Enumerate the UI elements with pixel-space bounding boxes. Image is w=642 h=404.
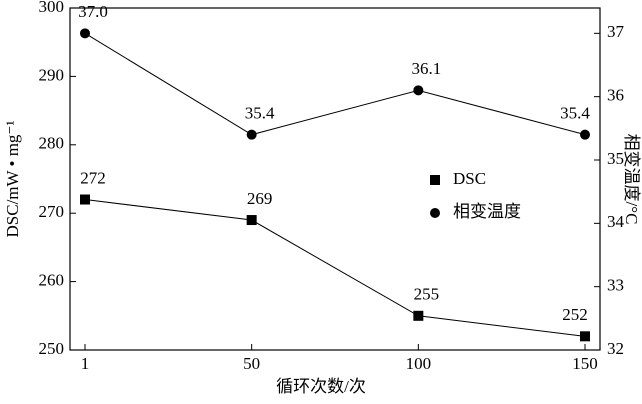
marker <box>580 331 590 342</box>
data-label: 36.1 <box>411 59 441 78</box>
y2-tick-label: 34 <box>607 212 625 231</box>
data-label: 35.4 <box>560 104 590 123</box>
y-tick-label: 290 <box>39 65 65 84</box>
marker <box>413 310 424 321</box>
marker <box>413 85 424 96</box>
data-label: 255 <box>414 285 440 304</box>
marker <box>246 129 257 140</box>
legend-label: DSC <box>453 169 486 188</box>
marker <box>580 129 590 140</box>
y2-tick-label: 32 <box>607 339 624 358</box>
series-line <box>84 32 586 136</box>
y-tick-label: 260 <box>39 271 65 290</box>
y-tick-label: 300 <box>39 0 65 16</box>
plot-frame <box>69 7 601 351</box>
data-label: 272 <box>80 168 106 187</box>
x-tick-label: 150 <box>572 354 598 373</box>
data-label: 252 <box>562 305 588 324</box>
x-axis-label: 循环次数/次 <box>276 377 366 396</box>
y2-tick-label: 35 <box>607 149 624 168</box>
marker <box>80 194 90 205</box>
series-line <box>84 199 586 337</box>
y-tick-label: 250 <box>39 339 65 358</box>
marker <box>246 215 257 226</box>
y2-tick-label: 36 <box>607 86 624 105</box>
y2-tick-label: 37 <box>607 22 625 41</box>
y2-axis-label: 相变温度/°C <box>622 134 641 225</box>
y-tick-label: 280 <box>39 134 65 153</box>
legend-marker <box>430 175 440 185</box>
marker <box>80 28 90 39</box>
legend-marker <box>430 208 440 218</box>
y-tick-label: 270 <box>39 202 65 221</box>
x-tick-label: 100 <box>406 354 432 373</box>
data-label: 269 <box>247 189 273 208</box>
data-label: 35.4 <box>245 104 275 123</box>
data-label: 37.0 <box>78 2 108 21</box>
y-axis-label: DSC/mW • mg⁻¹ <box>3 121 22 238</box>
legend-label: 相变温度 <box>453 202 521 221</box>
y2-tick-label: 33 <box>607 276 624 295</box>
x-tick-label: 1 <box>81 354 90 373</box>
x-tick-label: 50 <box>243 354 260 373</box>
